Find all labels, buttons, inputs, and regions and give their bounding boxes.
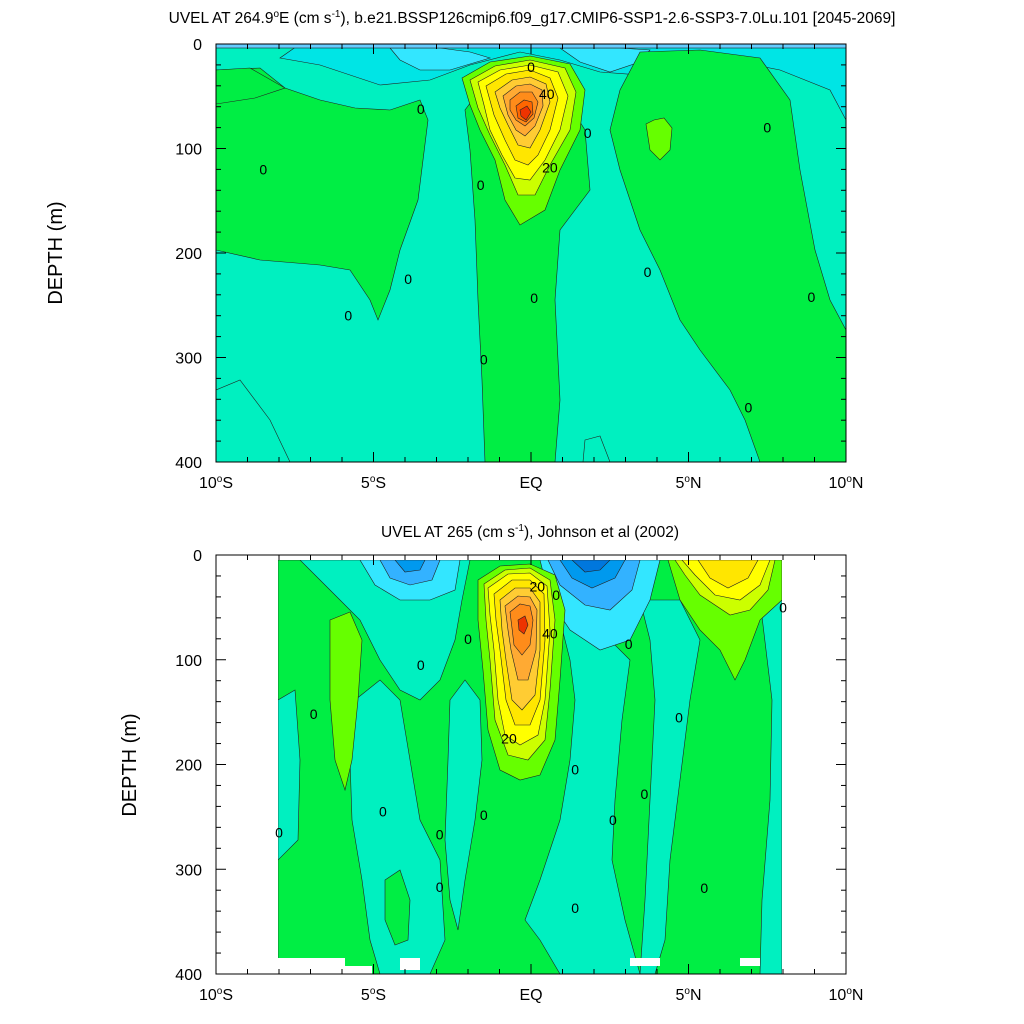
contour-label: 0	[644, 264, 652, 280]
x-tick-label: EQ	[519, 987, 542, 1004]
y-tick-label: 0	[193, 37, 202, 54]
missing-data	[400, 958, 420, 970]
band-40-50	[697, 560, 759, 589]
axis-ticks	[215, 554, 847, 975]
band-0-10	[524, 619, 641, 974]
band-0-10	[444, 679, 483, 931]
contour-label: 0	[609, 812, 617, 828]
band-0-10	[278, 689, 301, 861]
contour-label: 0	[530, 290, 538, 306]
band-0-10	[464, 89, 591, 462]
contour-label: 0	[404, 271, 412, 287]
contour-label: 0	[571, 900, 579, 916]
y-tick-label: 0	[193, 548, 202, 565]
band-0-10	[639, 599, 701, 974]
contour-label: 0	[527, 59, 535, 75]
contour-label: 20	[542, 159, 558, 175]
contour-label: 40	[542, 626, 558, 642]
y-tick-label: 300	[175, 351, 202, 368]
contour-label: 0	[744, 400, 752, 416]
contour-label: 0	[417, 657, 425, 673]
contour-labels: 20 0 0 40 0 0 0 0 0 20 0 0 0 0 0 0 0 0 0 0	[275, 578, 787, 916]
missing-data	[740, 958, 760, 966]
contour-label: 0	[571, 762, 579, 778]
x-tick-label: 5oN	[675, 986, 701, 1004]
contour-label: 0	[779, 599, 787, 615]
contour-label: 0	[344, 308, 352, 324]
contour-label: 0	[464, 631, 472, 647]
x-tick-label: EQ	[519, 475, 542, 492]
y-tick-label: 400	[175, 967, 202, 984]
missing-data	[630, 958, 660, 966]
contour-field	[278, 560, 782, 974]
y-tick-label: 100	[175, 653, 202, 670]
band-0-10	[216, 67, 429, 321]
y-tick-label: 200	[175, 758, 202, 775]
band-neg-40-30	[394, 560, 426, 573]
contour-field	[216, 44, 846, 462]
contour-label: 0	[584, 125, 592, 141]
x-tick-label: 5oN	[675, 474, 701, 492]
contour-label: 0	[625, 636, 633, 652]
axis-ticks	[215, 43, 847, 463]
x-tick-label: 10oN	[829, 474, 864, 492]
contour-label: 0	[310, 706, 318, 722]
contour-label: 20	[530, 578, 546, 594]
contour-label: 0	[417, 101, 425, 117]
contour-label: 0	[480, 807, 488, 823]
observation-panel: UVEL AT 265 (cm s-1), Johnson et al (200…	[119, 523, 863, 1004]
band-90-100	[517, 615, 529, 635]
y-tick-label: 100	[175, 142, 202, 159]
contour-label: 0	[379, 804, 387, 820]
band-neg-50-40	[571, 560, 611, 573]
band-0-10	[216, 379, 291, 462]
y-tick-label: 400	[175, 455, 202, 472]
contour-label: 0	[552, 587, 560, 603]
panel-title: UVEL AT 264.9oE (cm s-1), b.e21.BSSP126c…	[169, 9, 896, 27]
x-tick-label: 10oS	[199, 474, 233, 492]
contour-label: 20	[501, 730, 517, 746]
model-panel: UVEL AT 264.9oE (cm s-1), b.e21.BSSP126c…	[45, 9, 895, 492]
missing-data	[300, 958, 372, 974]
band-neg-40-30	[559, 560, 626, 589]
contour-label: 0	[675, 709, 683, 725]
panel-title: UVEL AT 265 (cm s-1), Johnson et al (200…	[381, 523, 679, 541]
band-90-100	[519, 105, 532, 121]
contour-label: 0	[477, 177, 485, 193]
band-0-10	[582, 435, 611, 462]
contour-label: 0	[641, 786, 649, 802]
contour-label: 0	[275, 825, 283, 841]
x-tick-label: 5oS	[361, 474, 386, 492]
band-neg-20-10	[389, 47, 492, 71]
y-tick-label: 300	[175, 862, 202, 879]
band-0-10	[384, 869, 411, 946]
band-0-10	[759, 589, 782, 974]
contour-label: 0	[480, 352, 488, 368]
y-tick-label: 200	[175, 246, 202, 263]
x-tick-label: 10oN	[829, 986, 864, 1004]
band-0-10	[609, 49, 846, 462]
band-10-20	[645, 117, 673, 161]
contour-label: 0	[436, 827, 444, 843]
x-tick-label: 5oS	[361, 986, 386, 1004]
band-0-10	[349, 679, 446, 974]
x-tick-label: 10oS	[199, 986, 233, 1004]
contour-label: 0	[807, 289, 815, 305]
y-axis-label: DEPTH (m)	[45, 201, 67, 304]
band-neg-30-20	[379, 560, 441, 586]
contour-label: 0	[259, 161, 267, 177]
contour-label: 0	[763, 120, 771, 136]
band-0-10	[216, 67, 286, 105]
band-10-20	[329, 611, 363, 792]
contour-label: 0	[700, 880, 708, 896]
contour-label: 40	[539, 86, 555, 102]
contour-label: 0	[436, 879, 444, 895]
y-axis-label: DEPTH (m)	[119, 713, 141, 816]
